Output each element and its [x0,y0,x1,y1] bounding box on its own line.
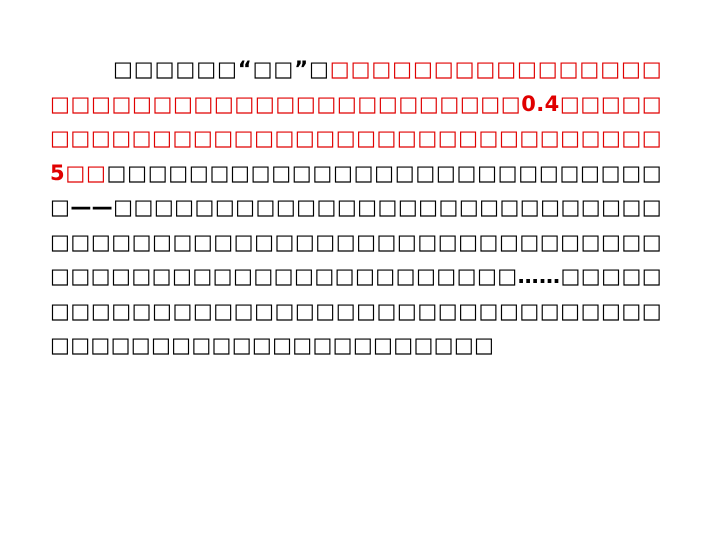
text-segment-intro: □□□□□□“□□”□ [113,57,330,81]
text-segment-rest: □□□□□□□□□□□□□□□□□□□□□□□□□□□□——□□□□□□□□□□… [50,160,662,358]
text-segment-highlight: □□□□□□□□□□□□□□□□□□□□□□□□□□□□□□□□□□□□□□□0… [50,57,663,185]
body-paragraph: □□□□□□“□□”□□□□□□□□□□□□□□□□□□□□□□□□□□□□□□… [50,52,662,363]
